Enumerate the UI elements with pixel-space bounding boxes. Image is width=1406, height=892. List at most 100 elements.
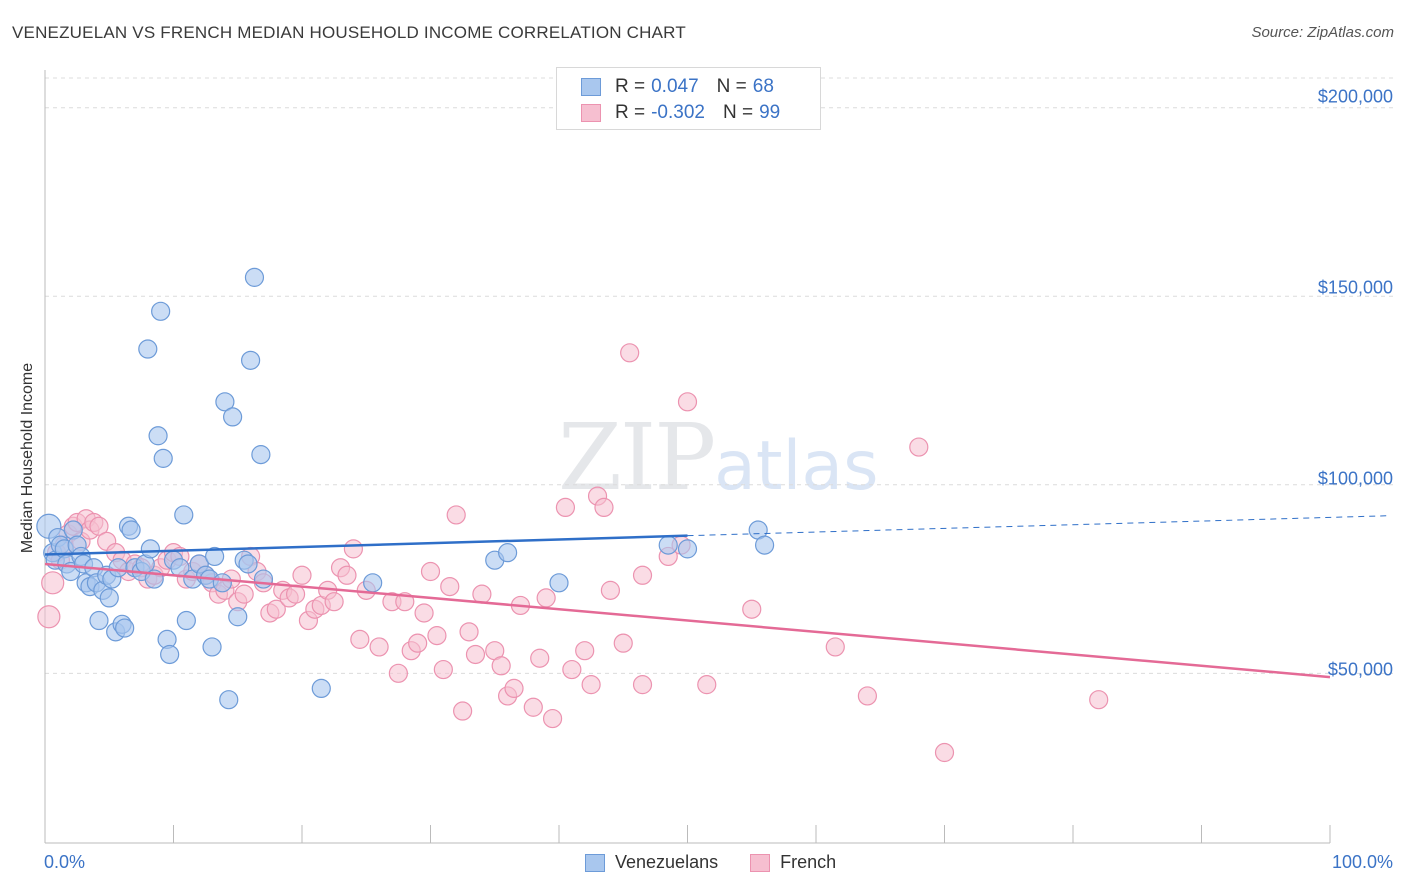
y-axis-label: Median Household Income [19,362,36,554]
y-tick-label: $200,000 [1317,86,1393,107]
french-point [909,437,929,457]
venezuelan-point [140,539,160,559]
french-point [433,659,453,680]
french-point [1089,690,1109,710]
venezuelan-point [99,588,119,608]
venezuelan-point [160,644,180,665]
venezuelan-point [151,301,171,321]
french-point [555,497,576,518]
french-point [89,516,109,536]
venezuelan-point [549,573,569,593]
series-legend: Venezuelans French [585,852,868,873]
venezuelan-point [121,520,141,540]
r-value: 0.047 [651,76,699,97]
watermark-atlas: atlas [714,427,879,506]
french-point [542,708,563,729]
venezuelan-point [228,607,248,627]
source-credit: Source: ZipAtlas.com [1251,24,1394,41]
r-label: R = [615,102,646,123]
n-label: N = [716,76,747,97]
legend-row-french: R = -0.302 N = 99 [581,102,780,124]
french-point [742,599,762,619]
french-point [350,629,370,649]
n-value: 68 [752,76,774,97]
x-tick-label-min: 0.0% [44,852,86,872]
venezuelan-point [219,690,239,710]
french-point [37,605,61,629]
venezuelan-point [174,505,194,525]
legend-item-venezuelans: Venezuelans [585,852,718,873]
french-point [440,576,460,597]
y-tick-label: $100,000 [1317,468,1393,489]
venezuelan-point [251,445,271,465]
venezuelan-point [363,573,383,593]
venezuelans-swatch [581,78,601,96]
r-value: -0.302 [651,102,705,123]
venezuelan-point [89,610,109,631]
venezuelan-point [658,535,678,555]
french-point [594,497,614,518]
venezuelan-point [241,350,261,370]
legend-label: French [780,852,837,872]
venezuelan-point [148,426,168,446]
french-point [504,678,524,699]
n-label: N = [722,102,754,123]
venezuelan-point [223,407,243,427]
french-point [620,343,640,363]
venezuelan-point [138,339,158,359]
french-point [562,659,582,680]
grid-lines [45,77,1393,674]
french-point [523,697,543,717]
french-point [491,656,511,676]
french-point [632,565,653,585]
venezuelan-points [36,267,775,710]
french-point [632,675,653,695]
venezuelan-point [108,558,128,578]
french-point [934,742,955,763]
legend-item-french: French [750,852,836,873]
axes [44,70,1331,844]
venezuelans-trend-line [44,534,688,556]
french-point [337,565,357,585]
venezuelans-swatch [585,853,605,872]
venezuelan-point [754,535,775,555]
r-label: R = [615,76,646,97]
french-swatch [581,104,601,122]
y-tick-label: $150,000 [1317,277,1393,298]
venezuelan-point [215,392,235,412]
french-point [343,539,363,559]
venezuelan-point [176,610,196,631]
french-points [37,343,1109,763]
venezuelan-point [115,618,135,638]
n-value: 99 [759,102,781,123]
french-point [530,648,550,668]
venezuelan-point [205,546,225,567]
venezuelans-trend-extension [687,515,1391,537]
french-point [472,584,492,604]
french-point [414,603,434,623]
french-point [581,675,601,695]
french-point [575,641,595,661]
legend-label: Venezuelans [615,852,719,872]
french-point [677,392,698,412]
venezuelan-point [153,448,173,468]
venezuelan-point [311,678,331,699]
french-point [600,580,621,600]
french-point [857,686,878,706]
trend-lines [44,515,1391,679]
french-swatch [750,853,771,872]
y-tick-label: $50,000 [1327,659,1393,680]
venezuelan-point [498,543,518,563]
french-trend-line [44,562,1331,679]
french-point [536,588,556,608]
french-point [420,561,441,582]
french-point [41,571,65,595]
venezuelan-point [677,539,698,559]
french-point [465,644,486,665]
x-tick-label-max: 100.0% [1331,852,1393,872]
chart-title: VENEZUELAN VS FRENCH MEDIAN HOUSEHOLD IN… [12,23,686,42]
french-point [453,701,473,721]
legend-row-venezuelans: R = 0.047 N = 68 [581,76,774,98]
venezuelan-point [202,637,222,657]
